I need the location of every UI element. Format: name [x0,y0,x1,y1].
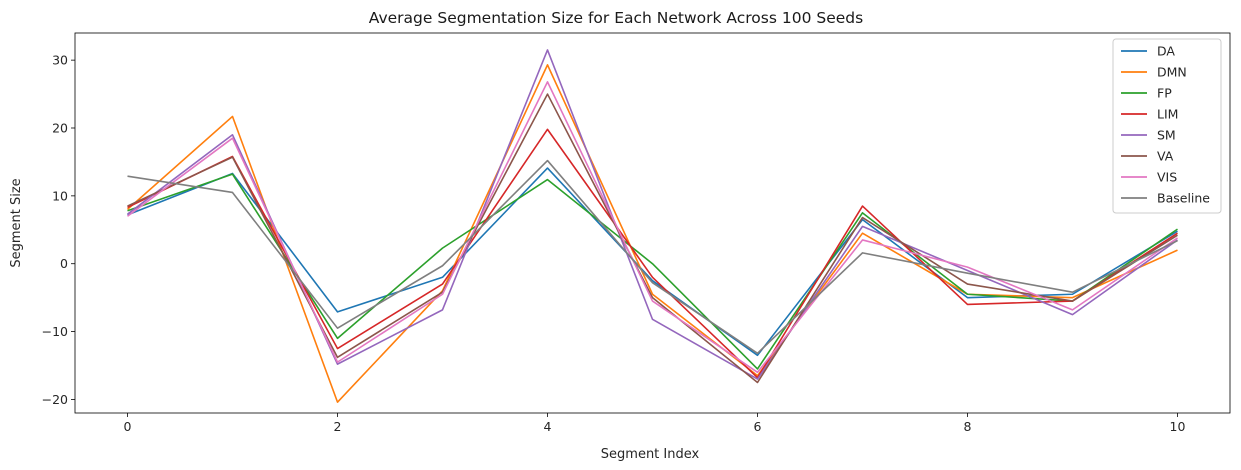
x-tick-label: 0 [124,419,132,434]
series-line-lim [127,128,1178,379]
plot-lines [126,49,1178,403]
x-tick-label: 10 [1170,419,1186,434]
y-tick-label: 30 [52,53,68,68]
plot-frame [74,32,1231,414]
legend-label-vis: VIS [1157,170,1177,185]
legend-label-da: DA [1157,44,1175,59]
series-line-da [127,167,1178,357]
series-line-vis [127,81,1178,374]
series-line-fp [127,173,1178,370]
legend: DA DMN FP LIM SM VA VIS Baseline [1112,38,1222,214]
legend-label-fp: FP [1157,86,1172,101]
y-axis: −20 −10 0 10 20 30 [42,53,75,407]
legend-label-dmn: DMN [1157,65,1187,80]
y-tick-label: −10 [42,324,68,339]
legend-label-va: VA [1157,149,1174,164]
x-tick-label: 2 [334,419,342,434]
y-tick-label: −20 [42,392,68,407]
y-axis-label: Segment Size [9,178,24,267]
series-line-baseline [127,159,1178,355]
chart-title: Average Segmentation Size for Each Netwo… [369,9,863,27]
x-axis: 0 2 4 6 8 10 [124,413,1186,434]
x-tick-label: 4 [544,419,552,434]
y-tick-label: 0 [60,256,68,271]
legend-label-sm: SM [1157,128,1176,143]
series-line-va [127,93,1178,384]
series-line-sm [127,49,1178,380]
x-tick-label: 8 [964,419,972,434]
legend-box [1112,38,1222,214]
legend-label-baseline: Baseline [1157,191,1210,206]
legend-label-lim: LIM [1157,107,1178,122]
y-tick-label: 10 [52,188,68,203]
x-axis-label: Segment Index [601,447,700,462]
y-tick-label: 20 [52,121,68,136]
x-tick-label: 6 [754,419,762,434]
series-line-dmn [126,64,1178,403]
